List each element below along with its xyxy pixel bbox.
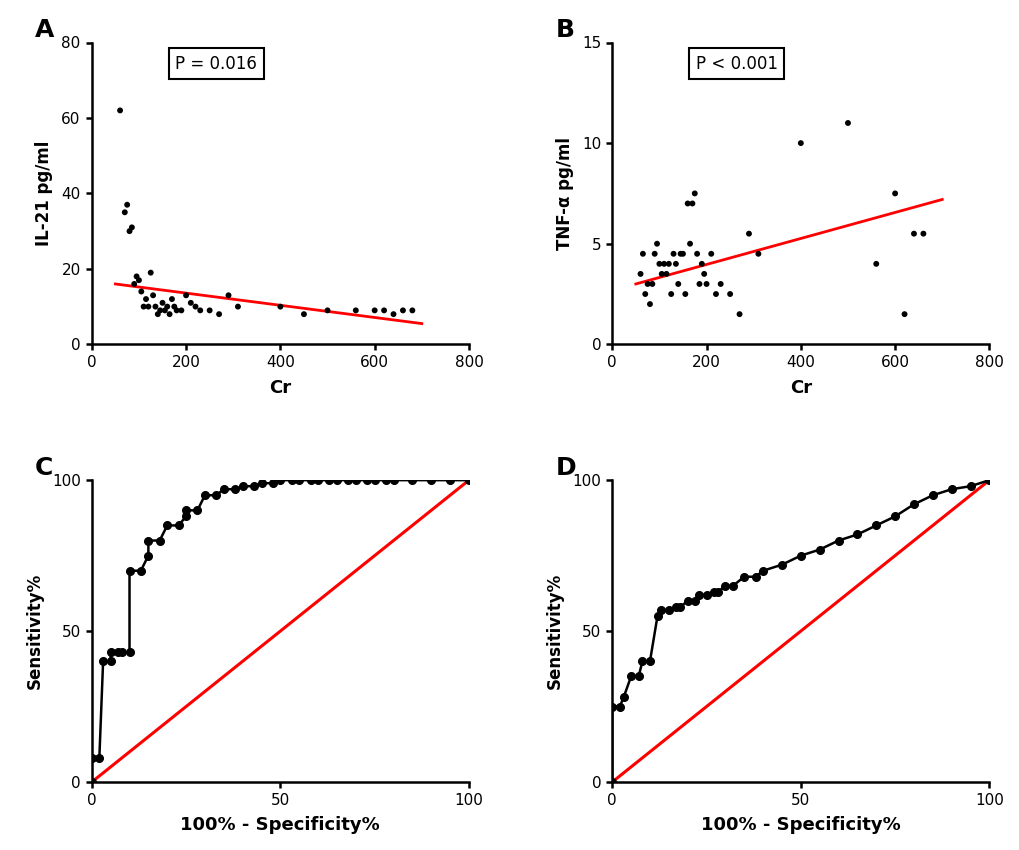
Point — [672, 247, 688, 261]
Point — [679, 196, 695, 210]
Point — [792, 136, 808, 150]
Point — [159, 300, 175, 314]
Y-axis label: Sensitivity%: Sensitivity% — [545, 573, 564, 689]
X-axis label: Cr: Cr — [269, 379, 291, 397]
Point — [133, 285, 150, 298]
Point — [121, 224, 138, 238]
Point — [655, 257, 672, 270]
Point — [385, 308, 401, 321]
Point — [646, 247, 662, 261]
Text: C: C — [36, 456, 54, 480]
Point — [669, 277, 686, 291]
Point — [319, 303, 335, 317]
Point — [712, 277, 729, 291]
Point — [177, 288, 194, 302]
Point — [691, 277, 707, 291]
X-axis label: 100% - Specificity%: 100% - Specificity% — [180, 817, 380, 835]
Point — [867, 257, 883, 270]
Point — [150, 308, 166, 321]
Point — [731, 308, 747, 321]
Point — [667, 257, 684, 270]
Point — [229, 300, 246, 314]
Point — [662, 287, 679, 301]
Point — [376, 303, 392, 317]
Point — [112, 104, 128, 117]
Point — [168, 303, 184, 317]
Point — [152, 303, 168, 317]
Point — [366, 303, 382, 317]
Y-axis label: Sensitivity%: Sensitivity% — [25, 573, 44, 689]
Point — [123, 221, 140, 235]
Point — [173, 303, 190, 317]
Point — [707, 287, 723, 301]
Point — [639, 277, 655, 291]
Point — [686, 187, 702, 201]
Point — [675, 247, 691, 261]
Point — [192, 303, 208, 317]
Point — [644, 277, 660, 291]
Point — [157, 303, 173, 317]
Point — [677, 287, 693, 301]
Text: D: D — [555, 456, 576, 480]
Point — [138, 292, 154, 306]
Point — [147, 300, 163, 314]
Point — [664, 247, 681, 261]
Point — [702, 247, 718, 261]
X-axis label: Cr: Cr — [789, 379, 811, 397]
Point — [116, 206, 132, 219]
Point — [695, 267, 711, 280]
Point — [657, 267, 674, 280]
Text: P = 0.016: P = 0.016 — [175, 54, 257, 72]
Point — [394, 303, 411, 317]
Point — [128, 269, 145, 283]
Point — [164, 292, 180, 306]
Point — [750, 247, 766, 261]
Point — [632, 267, 648, 280]
Point — [637, 287, 653, 301]
Point — [740, 227, 756, 241]
Point — [887, 187, 903, 201]
Y-axis label: IL-21 pg/ml: IL-21 pg/ml — [35, 141, 53, 246]
Point — [698, 277, 714, 291]
Point — [143, 266, 159, 280]
Point — [660, 257, 677, 270]
Point — [119, 198, 136, 212]
Point — [145, 288, 161, 302]
Point — [347, 303, 364, 317]
Point — [136, 300, 152, 314]
Point — [693, 257, 709, 270]
Point — [684, 196, 700, 210]
Y-axis label: TNF-α pg/ml: TNF-α pg/ml — [555, 137, 573, 250]
Point — [905, 227, 921, 241]
Point — [688, 247, 704, 261]
Point — [166, 300, 182, 314]
Point — [126, 277, 143, 291]
Point — [140, 300, 156, 314]
Point — [650, 257, 666, 270]
Point — [721, 287, 738, 301]
Point — [211, 308, 227, 321]
Text: P < 0.001: P < 0.001 — [695, 54, 776, 72]
Point — [272, 300, 288, 314]
Point — [154, 296, 170, 309]
Point — [641, 298, 657, 311]
Point — [187, 300, 204, 314]
Point — [634, 247, 650, 261]
Point — [914, 227, 930, 241]
Point — [296, 308, 312, 321]
Text: B: B — [555, 19, 574, 42]
Point — [896, 308, 912, 321]
Point — [648, 237, 664, 251]
Point — [653, 267, 669, 280]
Point — [130, 274, 147, 287]
Point — [682, 237, 698, 251]
X-axis label: 100% - Specificity%: 100% - Specificity% — [700, 817, 900, 835]
Point — [161, 308, 177, 321]
Point — [839, 116, 855, 130]
Point — [404, 303, 420, 317]
Point — [202, 303, 218, 317]
Point — [182, 296, 199, 309]
Text: A: A — [36, 19, 55, 42]
Point — [220, 288, 236, 302]
